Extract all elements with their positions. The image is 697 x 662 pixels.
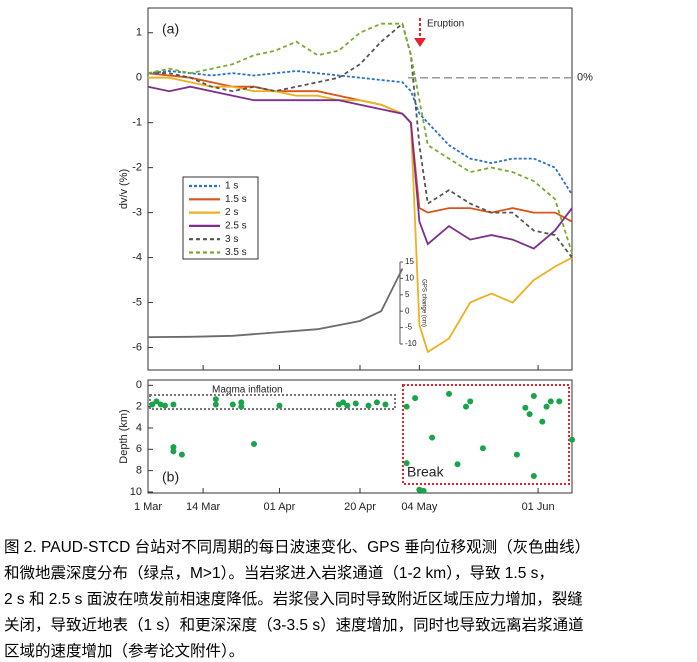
y-tick-label: -5: [132, 296, 142, 308]
inflation-label: Magma inflation: [212, 385, 283, 396]
event-point: [238, 399, 245, 406]
event-point: [382, 401, 389, 408]
eruption-label: Eruption: [427, 19, 464, 30]
event-point: [539, 418, 546, 425]
break-box: [402, 384, 570, 485]
caption-line: 2 s 和 2.5 s 面波在喷发前相速度降低。岩浆侵入同时导致附近区域压应力增…: [4, 589, 583, 608]
y-tick-label: -6: [132, 341, 142, 353]
y2-tick-label: 5: [405, 290, 410, 299]
event-point: [276, 402, 283, 409]
x-tick-label: 20 Apr: [344, 501, 376, 513]
y-tick-label: 4: [136, 422, 142, 434]
caption-line: 关闭，导致近地表（1 s）和更深深度（3-3.5 s）速度增加，同时也导致远离岩…: [4, 616, 584, 634]
event-point: [530, 472, 537, 479]
y2-tick-label: 15: [405, 257, 414, 266]
event-point: [569, 436, 575, 443]
y2-tick-label: -10: [405, 339, 417, 348]
x-tick-label: 1 Mar: [134, 501, 162, 513]
y-tick-label: 8: [136, 465, 142, 477]
event-point: [403, 403, 410, 410]
event-point: [446, 390, 453, 397]
y-tick-label: -1: [132, 117, 142, 129]
caption-line: 图 2. PAUD-STCD 台站对不同周期的每日波速变化、GPS 垂向位移观测…: [4, 538, 590, 556]
event-point: [170, 448, 177, 455]
y-tick-label: 6: [136, 443, 142, 455]
y-tick-label: -4: [132, 251, 142, 263]
x-tick-label: 14 Mar: [186, 501, 221, 513]
legend-label: 1 s: [225, 181, 238, 192]
x-tick-label: 01 Apr: [264, 501, 296, 513]
legend-box: [182, 176, 259, 260]
event-point: [543, 403, 550, 410]
event-point: [429, 434, 436, 441]
event-point: [212, 401, 219, 408]
event-point: [556, 398, 563, 405]
caption-line: 和微地震深度分布（绿点，M>1）。当岩浆进入岩浆通道（1-2 km），导致 1.…: [4, 564, 554, 582]
event-point: [212, 396, 219, 403]
event-point: [522, 404, 529, 411]
event-point: [170, 444, 177, 451]
y2-axis-label: GPS change (cm): [420, 279, 426, 327]
event-point: [170, 401, 177, 408]
event-point: [149, 401, 156, 408]
inflation-box: [149, 394, 396, 410]
y-tick-label: -2: [132, 162, 142, 174]
event-point: [340, 399, 347, 406]
y2-tick-label: 0: [405, 306, 410, 315]
event-point: [530, 392, 537, 399]
y-tick-label: 0: [136, 379, 142, 391]
legend-label: 3.5 s: [225, 247, 247, 258]
x-tick-label: 04 May: [401, 501, 438, 513]
y-tick-label: 10: [130, 486, 142, 498]
dvv-line: [147, 22, 573, 254]
event-point: [547, 398, 554, 405]
y-tick-label: 0: [136, 72, 142, 84]
panel-label: (b): [162, 469, 179, 485]
event-point: [373, 399, 380, 406]
event-point: [161, 402, 168, 409]
y-tick-label: 1: [136, 27, 142, 39]
event-point: [403, 460, 410, 467]
event-point: [513, 451, 520, 458]
legend-label: 2 s: [225, 207, 238, 218]
y-tick-label: -3: [132, 207, 142, 219]
legend-label: 3 s: [225, 234, 238, 245]
event-point: [420, 487, 427, 494]
event-point: [238, 403, 245, 410]
dvv-line: [148, 76, 573, 354]
y-tick-label: 2: [136, 401, 142, 413]
dvv-line: [148, 22, 573, 259]
event-point: [153, 398, 160, 405]
event-point: [178, 451, 185, 458]
event-point: [526, 411, 533, 418]
eruption-arrowhead: [414, 38, 426, 47]
event-point: [463, 403, 469, 410]
y2-tick-label: -5: [405, 323, 413, 332]
event-point: [251, 440, 257, 447]
y-axis-label: dv/v (%): [118, 169, 130, 209]
event-point: [467, 398, 474, 405]
event-point: [412, 395, 419, 402]
event-point: [479, 445, 486, 452]
event-point: [352, 400, 359, 407]
caption-line: 区域的速度增加（参考论文附件）。: [4, 642, 244, 660]
panel-label: (a): [162, 21, 179, 37]
event-point: [344, 402, 351, 409]
legend-label: 2.5 s: [225, 221, 247, 232]
legend-label: 1.5 s: [225, 194, 247, 205]
break-label: Break: [407, 464, 445, 480]
event-point: [365, 402, 372, 409]
y-axis-label: Depth (km): [118, 409, 130, 463]
event-point: [454, 461, 461, 468]
y2-tick-label: 10: [405, 274, 414, 283]
dvv-line: [147, 85, 573, 250]
reference-label: 0%: [577, 72, 593, 84]
event-point: [229, 401, 236, 408]
x-tick-label: 01 Jun: [522, 501, 555, 513]
gps-line: [147, 268, 404, 338]
